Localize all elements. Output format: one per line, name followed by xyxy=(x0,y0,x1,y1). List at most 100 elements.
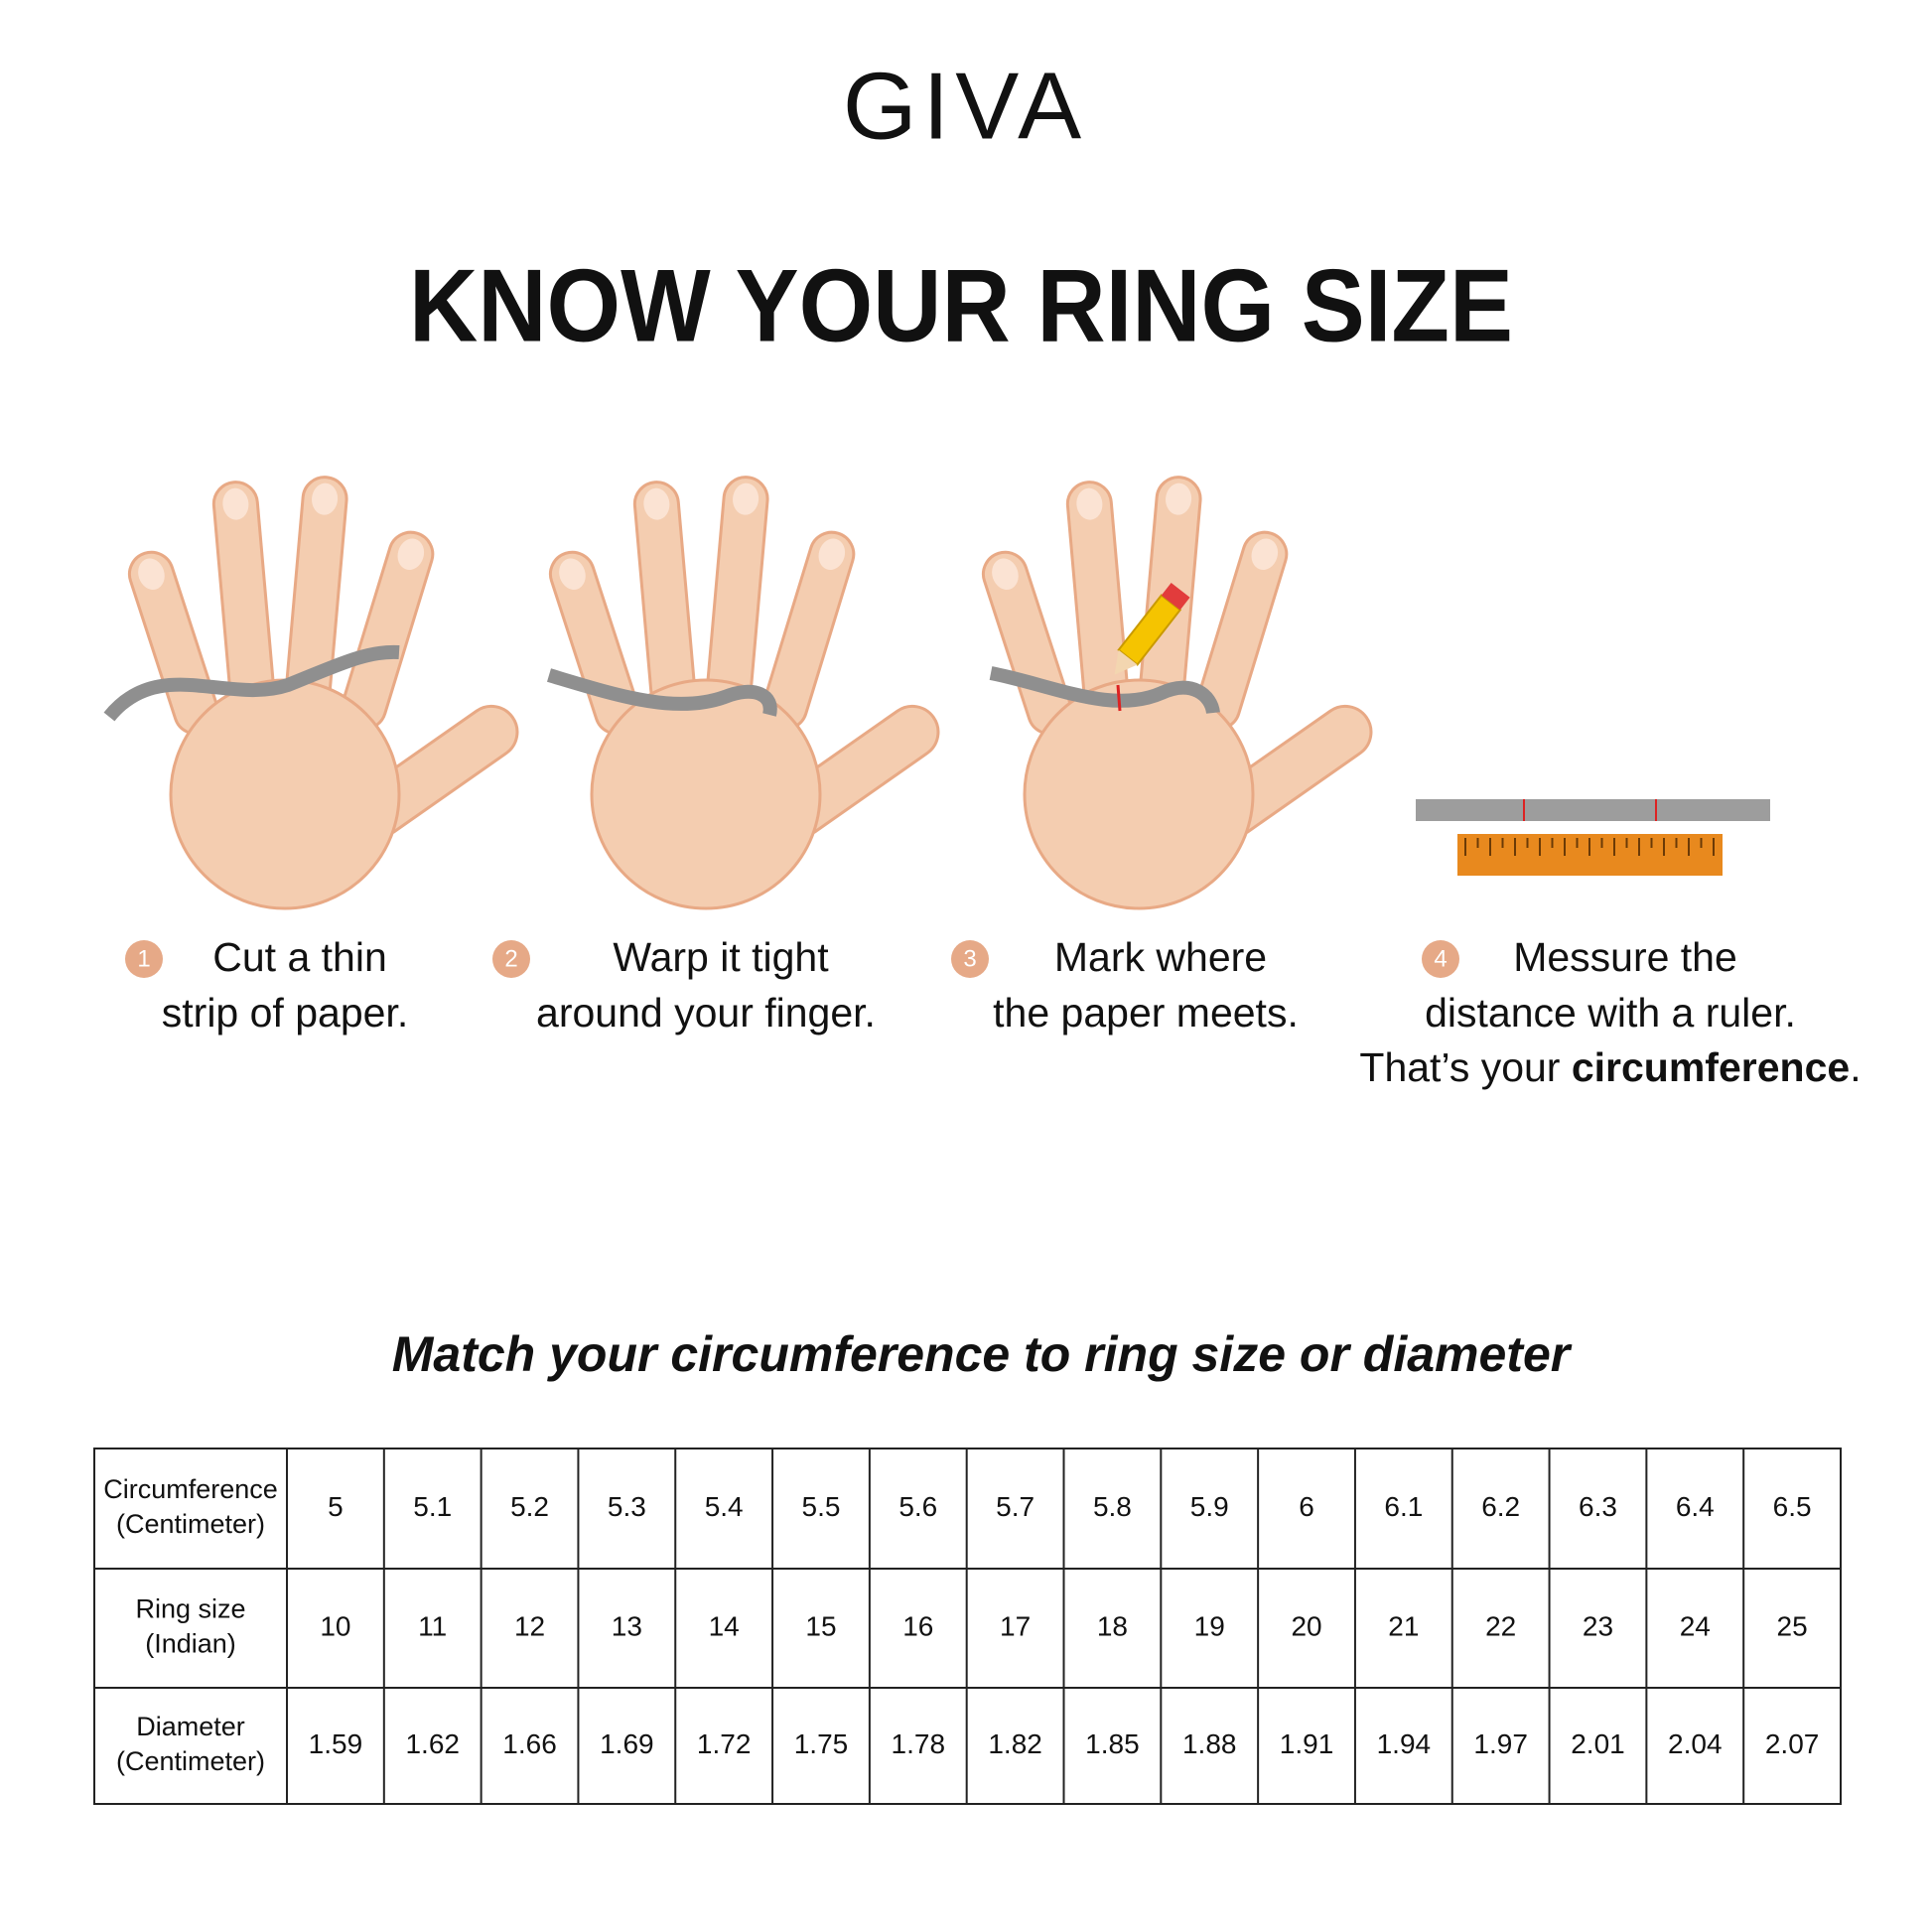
steps: 1 Cut a thin strip of paper. 2 Warp it tight… xyxy=(125,934,1862,1090)
row-label: (Indian) xyxy=(145,1629,236,1659)
step-text-bold: circumference xyxy=(1572,1044,1850,1090)
step-number: 3 xyxy=(963,945,976,972)
table-cell: 1.75 xyxy=(794,1728,849,1759)
table-cell: 1.85 xyxy=(1085,1728,1140,1759)
table-cell: 15 xyxy=(805,1610,836,1641)
table-cell: 5.9 xyxy=(1190,1491,1229,1522)
step-text: Cut a thin xyxy=(212,934,387,980)
table-cell: 5.3 xyxy=(608,1491,646,1522)
nail xyxy=(1251,538,1279,571)
pencil-body xyxy=(1117,594,1182,666)
paper-strip xyxy=(546,668,777,717)
nail xyxy=(818,538,846,571)
table-cell: 16 xyxy=(902,1610,933,1641)
row-label: (Centimeter) xyxy=(116,1746,265,1776)
size-table: Circumference (Centimeter) 5 5.1 5.2 5.3 5.4 5.… xyxy=(93,1448,1842,1805)
table-cell: 6.1 xyxy=(1384,1491,1423,1522)
step-badge xyxy=(951,940,989,978)
table-cell: 1.66 xyxy=(502,1728,557,1759)
pencil-tip xyxy=(1114,649,1138,675)
table-cell: 5.8 xyxy=(1093,1491,1132,1522)
table-cell: 18 xyxy=(1097,1610,1128,1641)
nail xyxy=(1166,483,1192,515)
table-cell: 5.6 xyxy=(898,1491,937,1522)
table-cell: 5 xyxy=(328,1491,344,1522)
palm xyxy=(590,678,822,910)
step-text: Mark where xyxy=(1054,934,1267,980)
table-cell: 17 xyxy=(1000,1610,1031,1641)
table-cell: 6 xyxy=(1299,1491,1314,1522)
table-cell: 1.88 xyxy=(1182,1728,1237,1759)
table-cell: 5.4 xyxy=(705,1491,744,1522)
step-text-part: . xyxy=(1850,1044,1861,1090)
logo: GIVA xyxy=(843,53,1087,159)
table-cell: 5.1 xyxy=(413,1491,452,1522)
table-cell: 11 xyxy=(418,1610,447,1641)
table-cell: 1.78 xyxy=(892,1728,946,1759)
finger xyxy=(284,476,348,712)
step-text: strip of paper. xyxy=(162,990,408,1035)
table-cell: 5.7 xyxy=(996,1491,1035,1522)
finger xyxy=(341,530,435,731)
row-label: Circumference xyxy=(103,1474,278,1504)
title: KNOW YOUR RING SIZE xyxy=(409,248,1513,363)
table-cell: 1.72 xyxy=(697,1728,752,1759)
step-text: Warp it tight xyxy=(613,934,829,980)
table-cell: 1.69 xyxy=(600,1728,654,1759)
row-label: (Centimeter) xyxy=(116,1509,265,1539)
table-cell: 21 xyxy=(1388,1610,1419,1641)
step-number: 2 xyxy=(504,945,517,972)
nail xyxy=(397,538,425,571)
table-cell: 25 xyxy=(1777,1610,1808,1641)
table-cell: 6.2 xyxy=(1481,1491,1520,1522)
table-cell: 1.59 xyxy=(309,1728,363,1759)
table-cell: 6.4 xyxy=(1676,1491,1715,1522)
nail xyxy=(1076,487,1103,520)
step-number: 1 xyxy=(137,945,150,972)
step-badge xyxy=(125,940,163,978)
nail xyxy=(733,483,759,515)
table-cell: 14 xyxy=(709,1610,740,1641)
table-cell: 19 xyxy=(1194,1610,1225,1641)
paper-flat xyxy=(1416,799,1770,821)
table-cell: 1.62 xyxy=(405,1728,460,1759)
step-text-part: That’s your xyxy=(1359,1044,1571,1090)
nail xyxy=(992,558,1019,591)
table-cell: 5.5 xyxy=(802,1491,841,1522)
nail xyxy=(559,558,586,591)
table-cell: 1.91 xyxy=(1280,1728,1334,1759)
step-number: 4 xyxy=(1434,945,1447,972)
table-cell: 1.97 xyxy=(1473,1728,1528,1759)
hand xyxy=(127,476,519,910)
palm xyxy=(1023,678,1255,910)
table-cell: 22 xyxy=(1485,1610,1516,1641)
table-cell: 13 xyxy=(612,1610,642,1641)
mark xyxy=(1116,684,1122,712)
nail xyxy=(222,487,249,520)
row-label: Diameter xyxy=(136,1712,245,1741)
table-cell: 6.3 xyxy=(1579,1491,1617,1522)
paper-strip xyxy=(989,666,1220,715)
table-cell: 2.04 xyxy=(1668,1728,1723,1759)
step-text: the paper meets. xyxy=(993,990,1299,1035)
pencil-eraser xyxy=(1161,582,1190,611)
step-text: Messure the xyxy=(1513,934,1737,980)
palm xyxy=(169,678,401,910)
step-text: distance with a ruler. xyxy=(1425,990,1796,1035)
step-badge xyxy=(492,940,530,978)
nail xyxy=(643,487,670,520)
table-cell: 5.2 xyxy=(510,1491,549,1522)
table-cell: 24 xyxy=(1680,1610,1711,1641)
table-title: Match your circumference to ring size or… xyxy=(392,1326,1573,1382)
table-cell: 2.07 xyxy=(1765,1728,1820,1759)
table-cell: 20 xyxy=(1291,1610,1321,1641)
step-badge xyxy=(1422,940,1459,978)
hand xyxy=(981,476,1373,910)
illustrations xyxy=(103,476,1770,910)
table-cell: 12 xyxy=(514,1610,545,1641)
step-text: That’s your circumference. xyxy=(1359,1044,1861,1090)
step-text: around your finger. xyxy=(536,990,876,1035)
table-cell: 1.94 xyxy=(1377,1728,1432,1759)
table-cell: 2.01 xyxy=(1571,1728,1625,1759)
nail xyxy=(138,558,165,591)
